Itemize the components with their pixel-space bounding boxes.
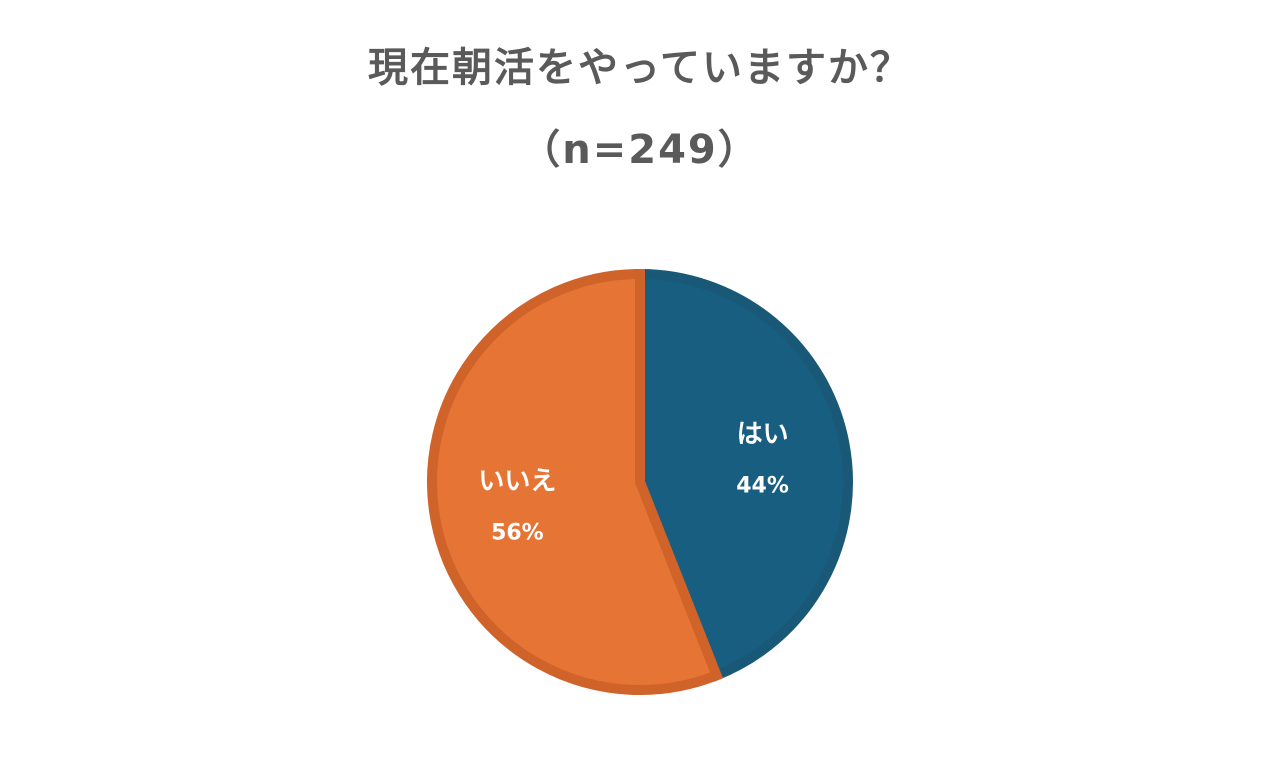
slice-label-1: いいえ bbox=[478, 466, 556, 496]
chart-title: 現在朝活をやっていますか？ bbox=[368, 45, 912, 91]
pie-slices bbox=[427, 268, 853, 695]
pie-labels: はい 44% いいえ 56% bbox=[478, 420, 789, 546]
slice-label-0: はい bbox=[737, 420, 789, 450]
pie-slice-0 bbox=[635, 268, 853, 682]
slice-value-1: 56% bbox=[491, 520, 544, 545]
pie-slice-1 bbox=[427, 268, 724, 695]
chart-subtitle: （n=249） bbox=[520, 127, 760, 173]
slice-value-0: 44% bbox=[736, 474, 789, 499]
